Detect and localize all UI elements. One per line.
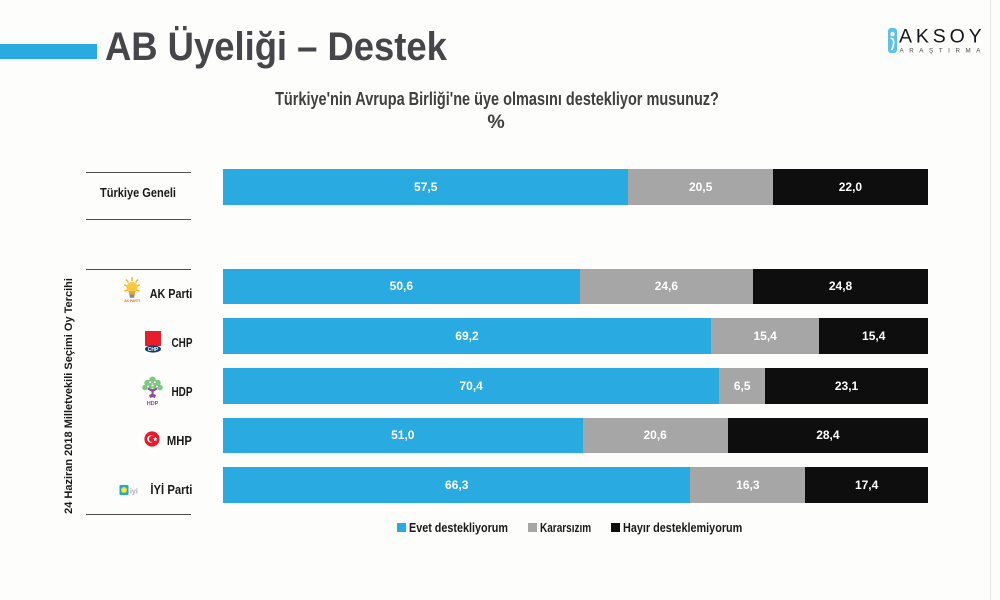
svg-text:AKSOY: AKSOY	[899, 26, 985, 48]
svg-text:AK PARTİ: AK PARTİ	[124, 299, 140, 303]
svg-text:ARAŞTIRMA: ARAŞTIRMA	[900, 48, 987, 55]
svg-text:CHP: CHP	[148, 347, 159, 353]
svg-text:HDP: HDP	[147, 401, 159, 407]
svg-text:iyi: iyi	[130, 489, 138, 496]
